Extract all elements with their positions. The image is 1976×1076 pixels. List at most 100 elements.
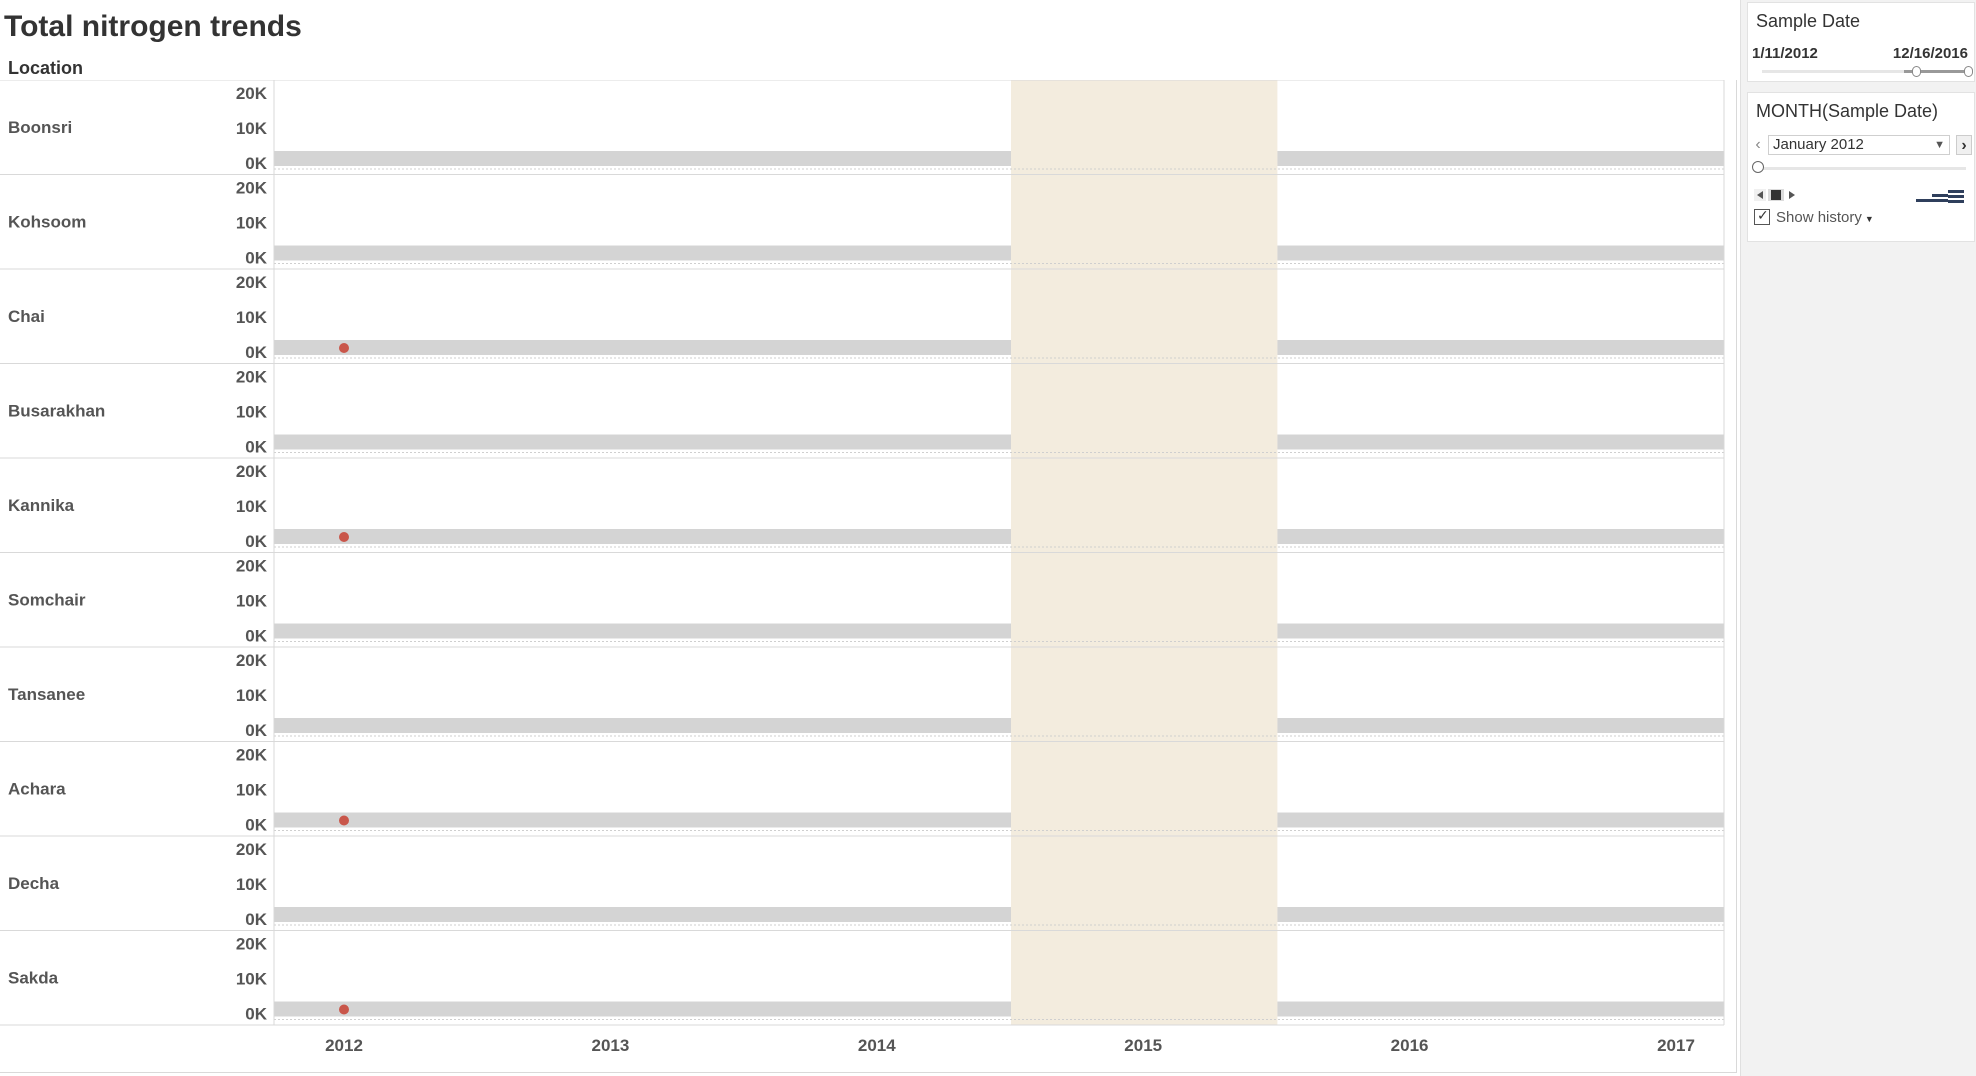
y-tick-label: 10K: [236, 592, 268, 611]
data-point: [339, 532, 349, 542]
month-select[interactable]: January 2012 ▼: [1768, 135, 1950, 155]
y-tick-label: 0K: [245, 721, 267, 740]
step-forward-icon[interactable]: [1786, 189, 1798, 201]
x-tick-label: 2014: [858, 1036, 896, 1055]
y-tick-label: 10K: [236, 119, 268, 138]
zero-band: [1277, 434, 1724, 450]
zero-band: [274, 529, 1011, 544]
y-tick-label: 20K: [236, 840, 268, 859]
location-label: Tansanee: [8, 685, 85, 704]
location-label: Kannika: [8, 496, 75, 515]
zero-band: [1277, 907, 1724, 922]
zero-band: [1277, 623, 1724, 639]
y-tick-label: 10K: [236, 875, 268, 894]
caret-down-icon: ▼: [1864, 214, 1874, 224]
y-tick-label: 0K: [245, 627, 267, 646]
location-label: Chai: [8, 307, 45, 326]
location-label: Achara: [8, 780, 66, 799]
zero-band: [274, 623, 1011, 639]
page-slider-track[interactable]: [1758, 167, 1966, 170]
range-slider-handle-start[interactable]: [1912, 66, 1921, 77]
zero-band: [1277, 718, 1724, 733]
x-tick-label: 2015: [1124, 1036, 1162, 1055]
y-tick-label: 10K: [236, 214, 268, 233]
y-tick-label: 0K: [245, 249, 267, 268]
y-tick-label: 0K: [245, 438, 267, 457]
y-tick-label: 10K: [236, 497, 268, 516]
y-tick-label: 20K: [236, 368, 268, 387]
zero-band: [274, 907, 1011, 922]
zero-band: [1277, 245, 1724, 261]
range-max-label: 12/16/2016: [1892, 45, 1968, 62]
y-tick-label: 0K: [245, 154, 267, 173]
chevron-right-icon[interactable]: ›: [1956, 135, 1972, 155]
y-tick-label: 10K: [236, 403, 268, 422]
zero-band: [274, 434, 1011, 450]
y-tick-label: 0K: [245, 343, 267, 362]
caret-down-icon: ▼: [1934, 139, 1945, 151]
sample-date-filter: Sample Date 1/11/2012 12/16/2016: [1747, 2, 1975, 82]
sample-date-filter-title: Sample Date: [1756, 11, 1861, 31]
stop-icon[interactable]: [1768, 189, 1784, 201]
y-tick-label: 20K: [236, 746, 268, 765]
y-tick-label: 0K: [245, 1005, 267, 1024]
page-slider-handle[interactable]: [1752, 161, 1764, 173]
location-label: Sakda: [8, 969, 59, 988]
speed-slow-icon[interactable]: [1916, 189, 1932, 203]
y-tick-label: 0K: [245, 910, 267, 929]
show-history-label[interactable]: Show history ▼: [1776, 209, 1874, 226]
location-column-header: Location: [8, 58, 83, 78]
trend-chart[interactable]: Boonsri 20K 10K 0K Kohsoom 20K 10K 0K Chai 20K 10K…: [0, 80, 1736, 1072]
y-tick-label: 10K: [236, 686, 268, 705]
show-history-text: Show history: [1776, 209, 1862, 226]
zero-band: [274, 151, 1011, 166]
zero-band: [274, 718, 1011, 733]
y-tick-label: 0K: [245, 532, 267, 551]
step-back-icon[interactable]: [1754, 189, 1766, 201]
y-tick-label: 10K: [236, 308, 268, 327]
range-min-label: 1/11/2012: [1752, 45, 1818, 62]
speed-fast-icon[interactable]: [1948, 189, 1964, 203]
x-tick-label: 2017: [1657, 1036, 1695, 1055]
x-tick-label: 2012: [325, 1036, 363, 1055]
y-tick-label: 20K: [236, 557, 268, 576]
speed-medium-icon[interactable]: [1932, 189, 1948, 203]
range-slider-handle-end[interactable]: [1964, 66, 1973, 77]
location-label: Somchair: [8, 591, 86, 610]
zero-band: [1277, 151, 1724, 166]
location-label: Boonsri: [8, 118, 72, 137]
location-label: Kohsoom: [8, 213, 86, 232]
month-filter: MONTH(Sample Date) ‹ January 2012 ▼ ›: [1747, 92, 1975, 242]
check-icon: ✓: [1757, 207, 1769, 223]
zero-band: [1277, 529, 1724, 544]
y-tick-label: 20K: [236, 179, 268, 198]
zero-band: [274, 340, 1011, 355]
show-history-checkbox[interactable]: ✓: [1754, 207, 1770, 225]
range-slider-track[interactable]: [1762, 70, 1968, 73]
dashboard-title: Total nitrogen trends: [4, 10, 302, 43]
location-label: Busarakhan: [8, 402, 105, 421]
range-slider-fill: [1904, 70, 1968, 73]
y-tick-label: 20K: [236, 273, 268, 292]
zero-band: [274, 812, 1011, 828]
y-tick-label: 20K: [236, 84, 268, 103]
chevron-left-icon[interactable]: ‹: [1755, 136, 1761, 153]
y-tick-label: 10K: [236, 781, 268, 800]
y-tick-label: 0K: [245, 816, 267, 835]
month-filter-title: MONTH(Sample Date): [1756, 101, 1939, 121]
chart-area[interactable]: Boonsri 20K 10K 0K Kohsoom 20K 10K 0K Chai 20K 10K…: [0, 80, 1737, 1073]
y-tick-label: 20K: [236, 935, 268, 954]
zero-band: [274, 1001, 1011, 1017]
x-tick-label: 2016: [1391, 1036, 1429, 1055]
data-point: [339, 1004, 349, 1015]
data-point: [339, 815, 349, 826]
y-tick-label: 20K: [236, 462, 268, 481]
data-point: [339, 343, 349, 353]
x-tick-label: 2013: [591, 1036, 629, 1055]
filter-panel: Sample Date 1/11/2012 12/16/2016 MONTH(S…: [1740, 0, 1976, 1076]
zero-band: [274, 245, 1011, 261]
zero-band: [1277, 812, 1724, 828]
y-tick-label: 20K: [236, 651, 268, 670]
zero-band: [1277, 1001, 1724, 1017]
y-tick-label: 10K: [236, 970, 268, 989]
